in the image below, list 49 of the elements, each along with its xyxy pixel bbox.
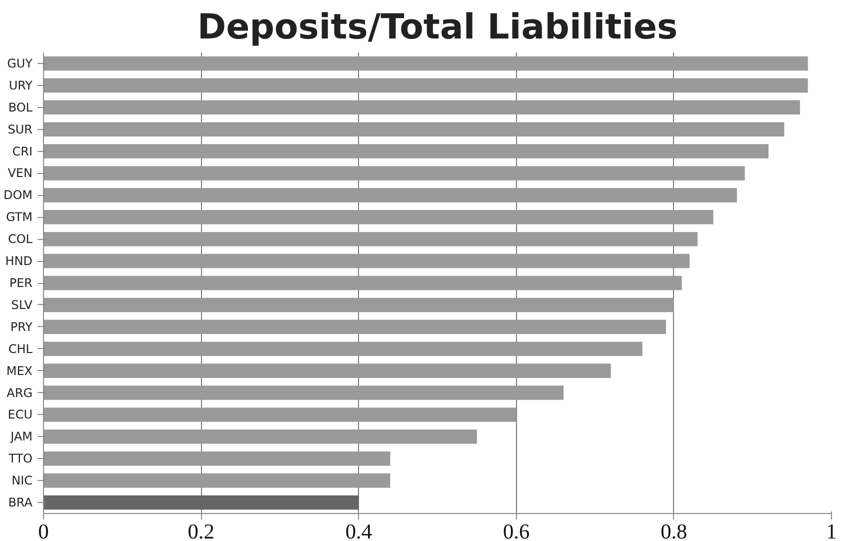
y-tick-label: HND — [5, 254, 33, 268]
bar — [44, 386, 564, 400]
x-tick-label: 0.4 — [345, 520, 372, 541]
y-tick-label: DOM — [3, 188, 33, 202]
bar — [44, 100, 800, 115]
x-tick-label: 0.6 — [502, 520, 530, 541]
bar — [44, 210, 714, 224]
bar — [44, 232, 698, 246]
y-tick-label: COL — [8, 232, 33, 246]
bar — [44, 188, 737, 202]
y-tick-label: PRY — [10, 320, 34, 334]
bar — [44, 320, 666, 334]
y-tick-label: CRI — [12, 144, 33, 158]
x-tick-label: 1 — [826, 520, 837, 541]
y-tick-label: GUY — [7, 56, 34, 70]
bar — [44, 364, 611, 378]
bar — [44, 408, 516, 422]
bar — [44, 144, 768, 158]
bar — [44, 473, 390, 488]
y-tick-label: JAM — [10, 430, 32, 444]
y-tick-label: PER — [9, 276, 32, 290]
bar — [44, 430, 477, 444]
y-tick-label: CHL — [8, 342, 33, 356]
y-tick-label: ARG — [6, 386, 33, 400]
x-tick-label: 0.8 — [660, 520, 688, 541]
y-tick-label: GTM — [6, 210, 33, 224]
y-tick-label: BOL — [8, 100, 33, 114]
bar — [44, 56, 808, 71]
y-tick-label: MEX — [6, 364, 32, 378]
y-tick-label: VEN — [8, 166, 33, 180]
bar — [44, 298, 674, 312]
bar — [44, 451, 390, 466]
bar — [44, 276, 682, 290]
chart-title: Deposits/Total Liabilities — [197, 8, 678, 48]
y-tick-label: BRA — [8, 496, 34, 510]
bar — [44, 122, 784, 136]
bar — [44, 166, 745, 180]
x-tick-label: 0 — [38, 520, 49, 541]
y-tick-label: URY — [8, 78, 34, 92]
y-tick-label: TTO — [8, 452, 33, 466]
bar — [44, 78, 808, 93]
bar — [44, 254, 690, 268]
bar — [44, 495, 359, 510]
y-tick-label: NIC — [12, 474, 33, 488]
y-tick-label: SLV — [11, 298, 34, 312]
bar — [44, 342, 642, 356]
y-tick-label: ECU — [8, 408, 33, 422]
y-tick-label: SUR — [8, 122, 33, 136]
x-tick-label: 0.2 — [188, 520, 214, 541]
